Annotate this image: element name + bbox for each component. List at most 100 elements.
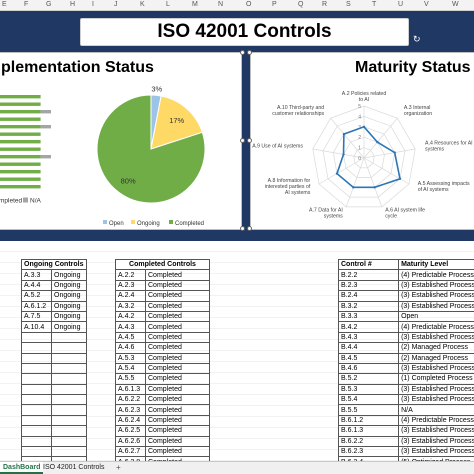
control-id-cell[interactable]: A.10.4 [21, 321, 52, 333]
control-id-cell[interactable]: B.4.5 [337, 352, 400, 364]
column-header[interactable]: M [192, 1, 198, 8]
control-id-cell[interactable] [21, 383, 52, 396]
column-header[interactable]: W [452, 1, 459, 8]
column-header[interactable]: O [246, 1, 252, 8]
control-id-cell[interactable] [21, 362, 52, 375]
status-cell[interactable] [51, 342, 87, 354]
control-id-cell[interactable]: B.2.4 [337, 290, 400, 302]
control-id-cell[interactable]: A.3.3 [21, 269, 52, 281]
status-cell[interactable]: Completed [145, 300, 210, 312]
status-cell[interactable]: (3) Established Process [398, 362, 474, 375]
control-id-cell[interactable]: A.2.3 [115, 279, 146, 292]
resize-handle[interactable] [247, 50, 252, 55]
control-id-cell[interactable]: B.4.6 [337, 362, 400, 375]
status-cell[interactable]: (3) Established Process [398, 435, 474, 448]
status-cell[interactable]: (2) Managed Process [398, 342, 474, 354]
column-header[interactable]: Q [298, 1, 304, 8]
control-id-cell[interactable] [21, 414, 52, 427]
column-header[interactable]: P [272, 1, 277, 8]
control-id-cell[interactable] [21, 331, 52, 344]
status-cell[interactable] [51, 362, 87, 375]
status-cell[interactable] [51, 383, 87, 396]
control-id-cell[interactable]: A.4.5 [115, 331, 146, 344]
resize-handle[interactable] [240, 138, 245, 143]
status-cell[interactable]: Completed [145, 321, 210, 333]
control-id-cell[interactable]: A.4.6 [115, 342, 146, 354]
status-cell[interactable] [51, 425, 87, 437]
status-cell[interactable]: (3) Established Process [398, 425, 474, 437]
control-id-cell[interactable]: A.4.4 [21, 279, 52, 292]
column-header[interactable]: G [46, 1, 52, 8]
control-id-cell[interactable] [21, 342, 52, 354]
status-cell[interactable]: Completed [145, 414, 210, 427]
control-id-cell[interactable] [21, 446, 52, 458]
control-id-cell[interactable]: A.5.3 [115, 352, 146, 364]
control-id-cell[interactable]: B.2.3 [337, 279, 400, 292]
status-cell[interactable] [51, 352, 87, 364]
status-cell[interactable] [51, 331, 87, 344]
column-header[interactable]: J [114, 1, 118, 8]
control-id-cell[interactable]: B.5.4 [337, 394, 400, 406]
status-cell[interactable]: (3) Established Process [398, 383, 474, 396]
column-header[interactable]: R [322, 1, 328, 8]
status-cell[interactable]: (3) Established Process [398, 394, 474, 406]
column-header[interactable]: K [140, 1, 145, 8]
maturity-status-panel[interactable]: Maturity Status 0 1 2 3 4 5 A.2 Policies relat… [250, 52, 474, 230]
status-cell[interactable]: Completed [145, 279, 210, 292]
status-cell[interactable]: Completed [145, 435, 210, 448]
control-id-cell[interactable]: B.4.4 [337, 342, 400, 354]
control-id-cell[interactable]: B.3.3 [337, 310, 400, 323]
control-id-cell[interactable]: A.6.2.5 [115, 425, 146, 437]
status-cell[interactable]: Completed [145, 269, 210, 281]
control-id-cell[interactable]: B.3.2 [337, 300, 400, 312]
column-header[interactable]: H [70, 1, 76, 8]
control-id-cell[interactable]: A.6.1.2 [21, 300, 52, 312]
column-header[interactable]: F [24, 1, 29, 8]
tab-iso-42001-controls[interactable]: ISO 42001 Controls [43, 464, 105, 471]
status-cell[interactable]: Ongoing [51, 269, 87, 281]
column-header[interactable]: T [372, 1, 377, 8]
control-id-cell[interactable]: A.4.2 [115, 310, 146, 323]
status-cell[interactable]: Completed [145, 404, 210, 416]
status-cell[interactable]: Completed [145, 383, 210, 396]
control-id-cell[interactable]: B.4.2 [337, 321, 400, 333]
status-cell[interactable]: Open [398, 310, 474, 323]
resize-handle[interactable] [240, 226, 245, 231]
status-cell[interactable]: Completed [145, 310, 210, 323]
status-cell[interactable]: Completed [145, 394, 210, 406]
control-id-cell[interactable] [21, 425, 52, 437]
control-id-cell[interactable]: B.5.2 [337, 373, 400, 385]
control-id-cell[interactable]: A.6.2.3 [115, 404, 146, 416]
status-cell[interactable]: Completed [145, 342, 210, 354]
control-id-cell[interactable]: A.6.1.3 [115, 383, 146, 396]
resize-handle[interactable] [240, 50, 245, 55]
control-id-cell[interactable]: B.5.3 [337, 383, 400, 396]
status-cell[interactable]: Completed [145, 362, 210, 375]
control-id-cell[interactable]: B.2.2 [337, 269, 400, 281]
column-header[interactable]: S [346, 1, 351, 8]
resize-handle[interactable] [247, 226, 252, 231]
control-id-cell[interactable]: B.6.1.2 [337, 414, 400, 427]
control-id-cell[interactable]: A.3.2 [115, 300, 146, 312]
column-header[interactable]: N [218, 1, 224, 8]
control-id-cell[interactable]: B.4.3 [337, 331, 400, 344]
status-cell[interactable]: (3) Established Process [398, 279, 474, 292]
resize-handle[interactable] [247, 138, 252, 143]
control-id-cell[interactable]: B.6.2.2 [337, 435, 400, 448]
status-cell[interactable]: (1) Completed Process [398, 373, 474, 385]
column-header[interactable]: I [92, 1, 94, 8]
dashboard-title-box[interactable]: ISO 42001 Controls [80, 18, 409, 46]
status-cell[interactable] [51, 394, 87, 406]
status-cell[interactable]: Completed [145, 425, 210, 437]
status-cell[interactable] [51, 435, 87, 448]
column-header[interactable]: V [424, 1, 429, 8]
status-cell[interactable]: Ongoing [51, 279, 87, 292]
status-cell[interactable]: (3) Established Process [398, 331, 474, 344]
tab-dashboard[interactable]: DashBoard [0, 462, 44, 474]
status-cell[interactable] [51, 446, 87, 458]
status-cell[interactable]: Ongoing [51, 300, 87, 312]
column-header[interactable]: U [398, 1, 404, 8]
status-cell[interactable]: (2) Managed Process [398, 352, 474, 364]
control-id-cell[interactable]: A.4.3 [115, 321, 146, 333]
status-cell[interactable]: Completed [145, 446, 210, 458]
